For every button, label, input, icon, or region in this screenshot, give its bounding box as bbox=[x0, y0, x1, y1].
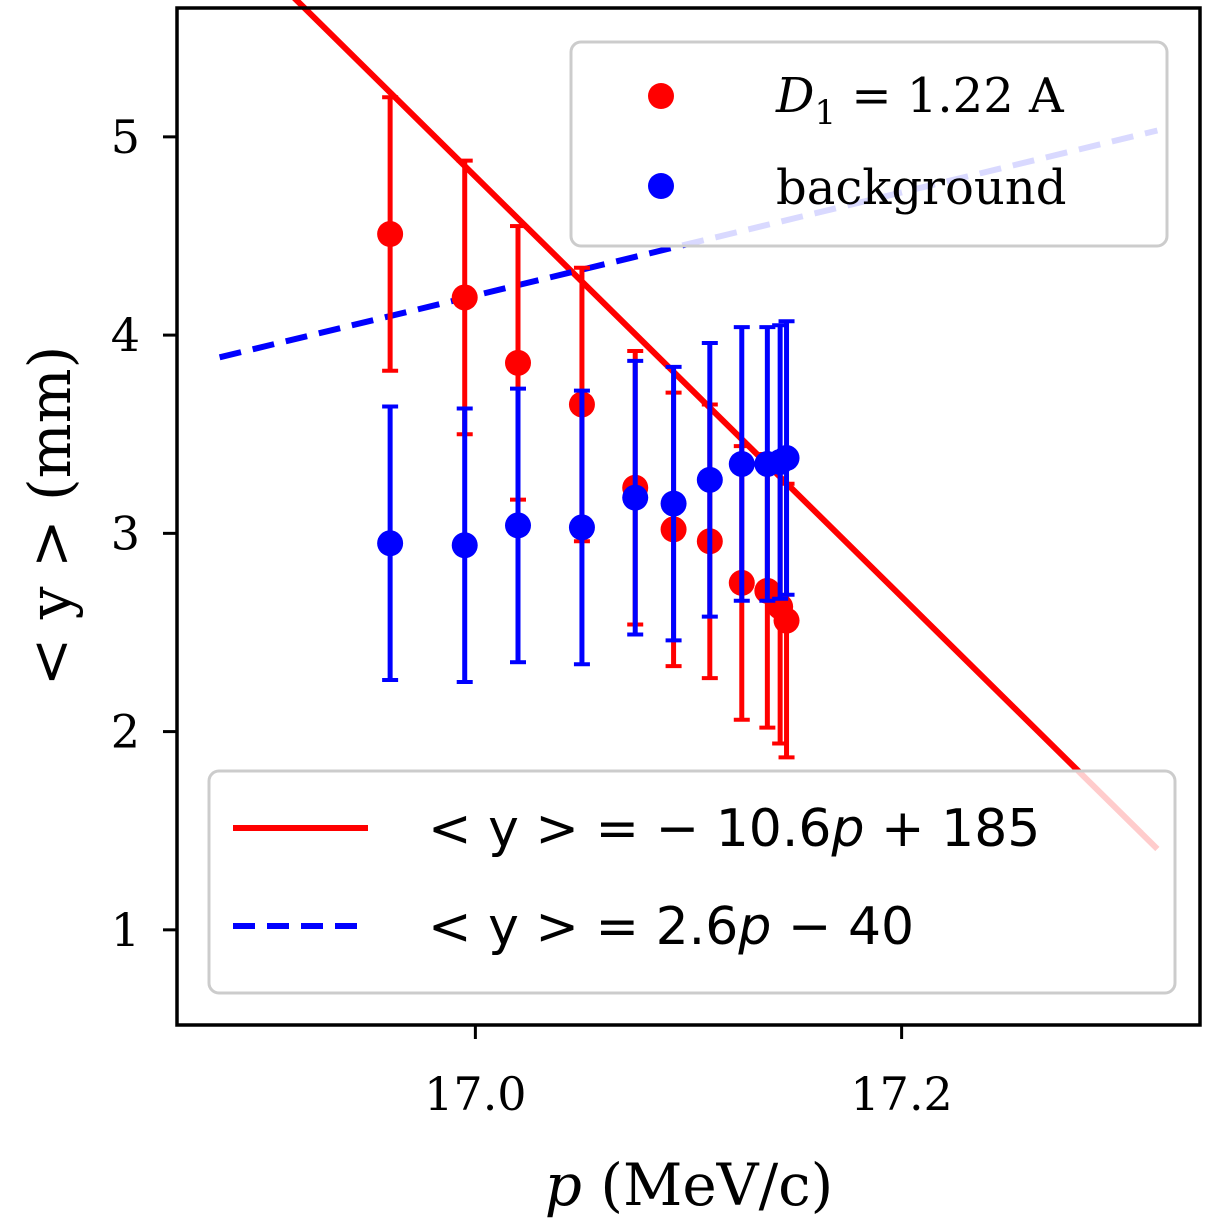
legend-label-red-fit: < y > = − 10.6p + 185 bbox=[428, 799, 1040, 859]
axes-frame bbox=[175, 6, 1202, 1027]
legend-marker-background bbox=[648, 173, 674, 199]
y-tick-label: 5 bbox=[111, 110, 140, 164]
legend-points: D1 = 1.22 A background bbox=[569, 40, 1169, 248]
background-point bbox=[773, 445, 800, 472]
fit-line-red bbox=[292, 0, 1160, 852]
legend-marker-d1 bbox=[648, 83, 674, 109]
d1-point bbox=[505, 349, 531, 376]
legend-label-background: background bbox=[776, 160, 1066, 216]
d1-point bbox=[377, 221, 404, 247]
background-point bbox=[660, 490, 687, 517]
legend-fits-box bbox=[207, 769, 1177, 995]
background-point bbox=[728, 450, 755, 477]
background-point bbox=[696, 466, 723, 493]
background-point bbox=[377, 530, 404, 557]
y-axis-title: < y > (mm) bbox=[16, 346, 84, 687]
legend-label-blue-fit: < y > = 2.6p − 40 bbox=[428, 897, 914, 957]
x-tick-label: 17.2 bbox=[850, 1067, 952, 1121]
y-tick-label: 1 bbox=[111, 903, 140, 957]
legend-label-d1: D1 = 1.22 A bbox=[775, 68, 1065, 133]
background-point bbox=[622, 484, 649, 511]
axis-ticks: 17.0 17.2 1 2 3 4 5 bbox=[111, 110, 953, 1121]
legend-fits: < y > = − 10.6p + 185 < y > = 2.6p − 40 bbox=[207, 769, 1177, 995]
background-point bbox=[568, 514, 595, 541]
y-tick-label: 2 bbox=[111, 705, 140, 759]
x-axis-title: p (MeV/c) bbox=[545, 1151, 833, 1219]
d1-point bbox=[451, 284, 478, 311]
y-tick-label: 3 bbox=[111, 506, 140, 560]
legend-points-box bbox=[569, 40, 1169, 248]
background-point bbox=[505, 512, 531, 539]
d1-point bbox=[773, 607, 800, 634]
x-tick-label: 17.0 bbox=[424, 1067, 526, 1121]
y-tick-label: 4 bbox=[111, 308, 140, 362]
background-point bbox=[451, 532, 478, 559]
